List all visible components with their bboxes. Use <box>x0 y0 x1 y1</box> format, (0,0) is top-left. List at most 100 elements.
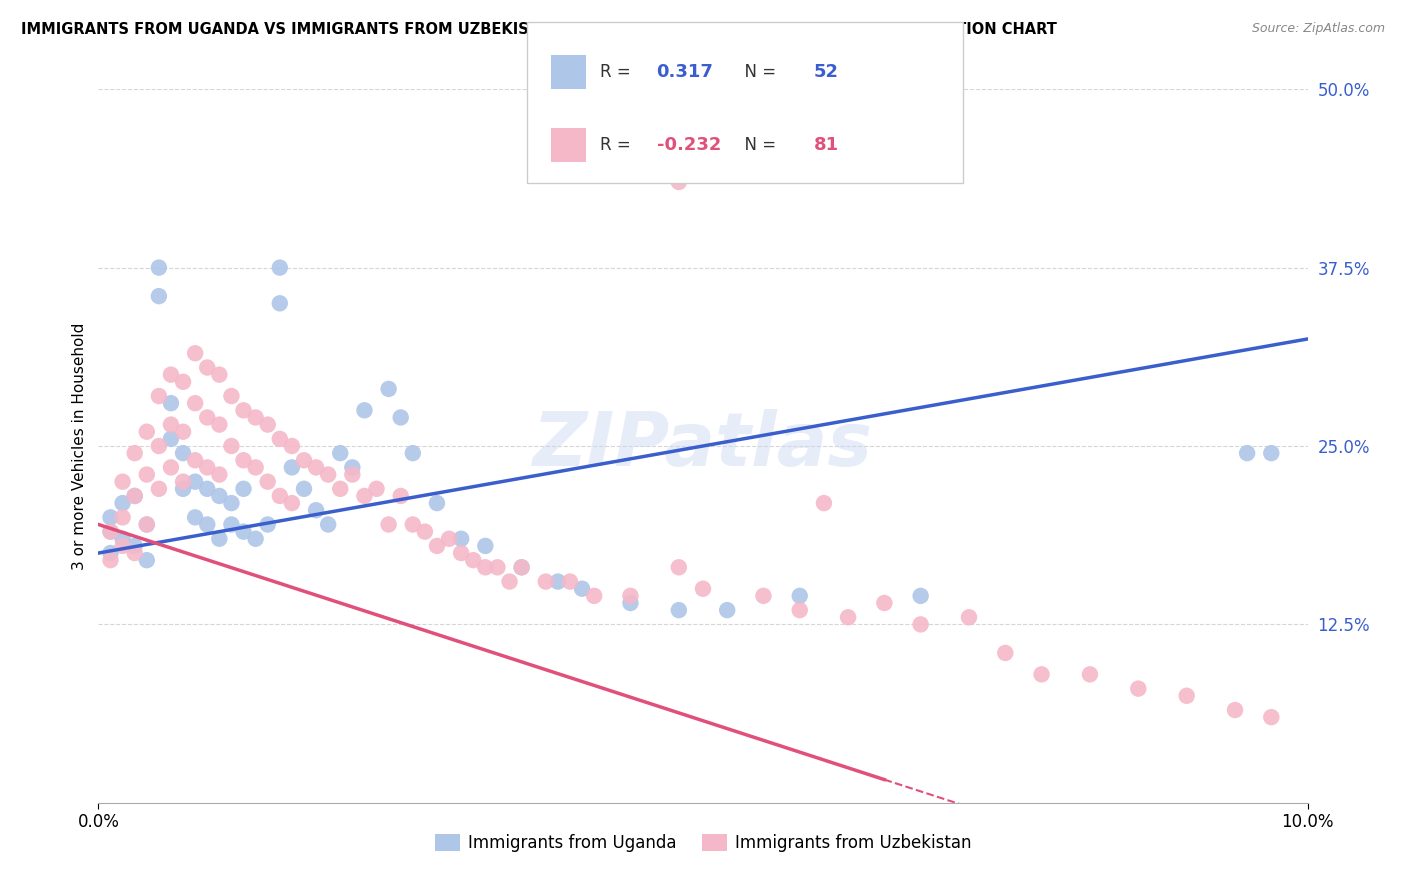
Point <box>498 574 520 589</box>
Point <box>366 482 388 496</box>
Point <box>221 496 243 510</box>
Point <box>124 546 146 560</box>
Point <box>245 532 267 546</box>
Point <box>910 617 932 632</box>
Point <box>547 574 569 589</box>
Point <box>221 517 243 532</box>
Point <box>353 489 375 503</box>
Point <box>873 596 896 610</box>
Point <box>195 517 218 532</box>
Text: N =: N = <box>734 63 782 81</box>
Point <box>389 410 412 425</box>
Point <box>910 589 932 603</box>
Point <box>269 489 291 503</box>
Point <box>558 574 581 589</box>
Point <box>342 467 364 482</box>
Point <box>789 603 811 617</box>
Point <box>269 296 291 310</box>
Point <box>232 453 254 467</box>
Point <box>232 524 254 539</box>
Point <box>100 524 122 539</box>
Point <box>269 432 291 446</box>
Point <box>510 560 533 574</box>
Text: R =: R = <box>600 136 637 154</box>
Point <box>148 389 170 403</box>
Point <box>510 560 533 574</box>
Point <box>184 510 207 524</box>
Point <box>195 360 218 375</box>
Point <box>256 517 278 532</box>
Point <box>668 175 690 189</box>
Point <box>111 510 134 524</box>
Text: 0.317: 0.317 <box>657 63 713 81</box>
Point <box>124 489 146 503</box>
Point <box>486 560 509 574</box>
Point <box>813 496 835 510</box>
Point <box>148 482 170 496</box>
Point <box>111 539 134 553</box>
Point <box>316 517 339 532</box>
Y-axis label: 3 or more Vehicles in Household: 3 or more Vehicles in Household <box>72 322 87 570</box>
Point <box>463 553 485 567</box>
Point <box>281 496 304 510</box>
Point <box>474 539 496 553</box>
Point <box>135 467 157 482</box>
Point <box>111 475 134 489</box>
Legend: Immigrants from Uganda, Immigrants from Uzbekistan: Immigrants from Uganda, Immigrants from … <box>427 827 979 859</box>
Point <box>692 582 714 596</box>
Point <box>1260 446 1282 460</box>
Point <box>957 610 980 624</box>
Point <box>619 596 641 610</box>
Point <box>135 553 157 567</box>
Point <box>245 410 267 425</box>
Point <box>402 517 425 532</box>
Point <box>195 410 218 425</box>
Point <box>172 482 194 496</box>
Point <box>221 389 243 403</box>
Point <box>329 446 352 460</box>
Point <box>160 417 183 432</box>
Point <box>668 560 690 574</box>
Point <box>245 460 267 475</box>
Point <box>184 475 207 489</box>
Point <box>994 646 1017 660</box>
Point <box>292 482 315 496</box>
Point <box>208 467 231 482</box>
Point <box>195 482 218 496</box>
Point <box>148 289 170 303</box>
Point <box>377 517 399 532</box>
Point <box>160 460 183 475</box>
Point <box>377 382 399 396</box>
Point <box>172 475 194 489</box>
Point <box>437 532 460 546</box>
Point <box>172 425 194 439</box>
Point <box>135 517 157 532</box>
Point <box>124 489 146 503</box>
Point <box>100 553 122 567</box>
Point <box>583 589 606 603</box>
Text: 81: 81 <box>814 136 839 154</box>
Point <box>208 489 231 503</box>
Point <box>1128 681 1150 696</box>
Point <box>1078 667 1101 681</box>
Point <box>281 460 304 475</box>
Point <box>100 546 122 560</box>
Point <box>195 460 218 475</box>
Point <box>208 532 231 546</box>
Point <box>789 589 811 603</box>
Point <box>232 403 254 417</box>
Point <box>571 582 593 596</box>
Point <box>389 489 412 503</box>
Text: Source: ZipAtlas.com: Source: ZipAtlas.com <box>1251 22 1385 36</box>
Point <box>135 517 157 532</box>
Point <box>160 432 183 446</box>
Point <box>426 496 449 510</box>
Point <box>184 396 207 410</box>
Point <box>172 375 194 389</box>
Point <box>184 453 207 467</box>
Point <box>316 467 339 482</box>
Point <box>1236 446 1258 460</box>
Point <box>1175 689 1198 703</box>
Text: IMMIGRANTS FROM UGANDA VS IMMIGRANTS FROM UZBEKISTAN 3 OR MORE VEHICLES IN HOUSE: IMMIGRANTS FROM UGANDA VS IMMIGRANTS FRO… <box>21 22 1057 37</box>
Point <box>329 482 352 496</box>
